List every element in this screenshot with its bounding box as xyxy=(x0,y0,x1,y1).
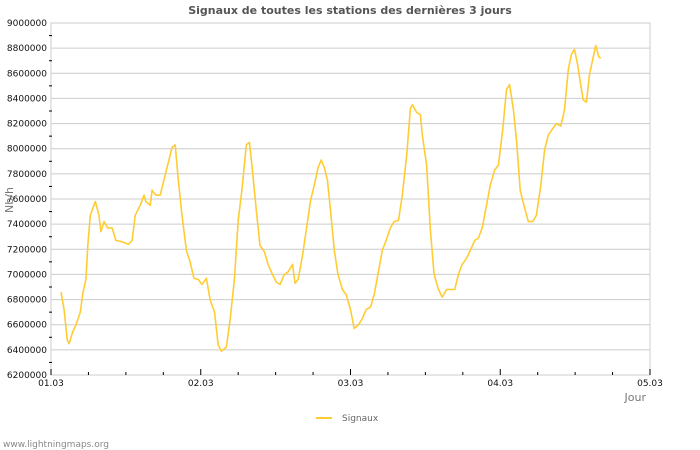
grid xyxy=(50,22,651,376)
x-tick-label: 02.03 xyxy=(188,379,214,389)
x-axis-label: Jour xyxy=(624,391,647,404)
footer-credit: www.lightningmaps.org xyxy=(3,440,109,450)
x-tick-label: 01.03 xyxy=(38,379,64,389)
y-tick-label: 7000000 xyxy=(7,270,47,280)
x-axis: 01.03 02.03 03.03 04.03 05.03 xyxy=(38,369,663,389)
legend: Signaux xyxy=(316,414,379,424)
x-tick-label: 04.03 xyxy=(487,379,513,389)
y-tick-label: 7600000 xyxy=(7,195,47,205)
y-tick-label: 6600000 xyxy=(7,321,47,331)
y-tick-label: 8400000 xyxy=(7,94,47,104)
y-tick-label: 7800000 xyxy=(7,170,47,180)
y-tick-label: 6200000 xyxy=(7,371,47,381)
y-tick-label: 7200000 xyxy=(7,245,47,255)
y-tick-label: 8200000 xyxy=(7,120,47,130)
x-tick-label: 05.03 xyxy=(637,379,663,389)
series-group xyxy=(60,44,602,352)
y-axis-label: Nb/h xyxy=(3,187,16,213)
y-tick-label: 9000000 xyxy=(7,19,47,29)
legend-label: Signaux xyxy=(342,414,379,424)
x-tick-label: 03.03 xyxy=(338,379,364,389)
y-tick-label: 6800000 xyxy=(7,296,47,306)
y-axis: 6200000 6400000 6600000 6800000 7000000 72000… xyxy=(7,19,52,381)
y-tick-label: 6400000 xyxy=(7,346,47,356)
y-tick-label: 8800000 xyxy=(7,44,47,54)
y-tick-label: 8000000 xyxy=(7,145,47,155)
chart-title: Signaux de toutes les stations des derni… xyxy=(188,4,512,17)
series-line-signaux xyxy=(60,44,602,352)
y-tick-label: 8600000 xyxy=(7,69,47,79)
y-tick-label: 7400000 xyxy=(7,220,47,230)
